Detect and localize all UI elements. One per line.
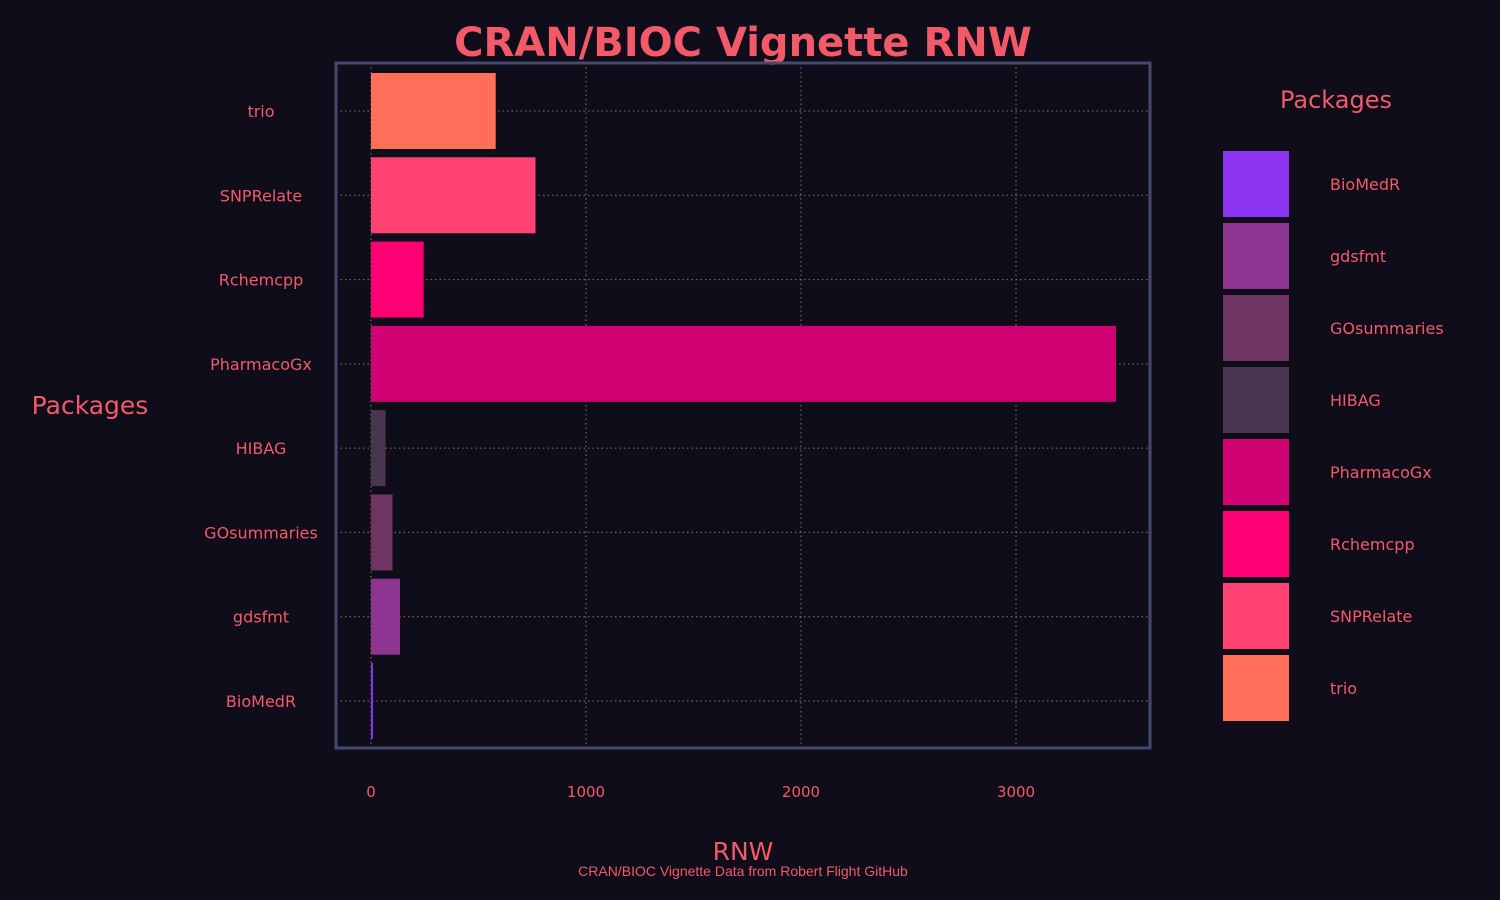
y-tick-label: trio [247,102,274,121]
y-tick-label: SNPRelate [220,186,302,205]
y-tick-labels: BioMedR gdsfmt GOsummaries HIBAG PharmacoGx R… [204,102,318,711]
bar-gosummaries [371,494,393,571]
legend-swatch [1223,655,1289,721]
legend-title: Packages [1280,86,1392,114]
x-axis-title: RNW [713,837,774,866]
legend-label: trio [1330,679,1357,698]
x-tick-label: 1000 [567,783,605,801]
legend-label: GOsummaries [1330,319,1444,338]
legend-swatch [1223,295,1289,361]
bar-rchemcpp [371,241,424,318]
y-axis-title: Packages [32,391,149,420]
x-tick-labels: 0 1000 2000 3000 [366,783,1035,801]
legend: BioMedR gdsfmt GOsummaries HIBAG PharmacoGx R… [1223,151,1444,721]
x-tick-label: 3000 [997,783,1035,801]
y-tick-label: Rchemcpp [219,271,304,290]
legend-label: gdsfmt [1330,247,1386,266]
legend-label: SNPRelate [1330,607,1412,626]
legend-swatch [1223,223,1289,289]
legend-swatch [1223,151,1289,217]
legend-swatch [1223,367,1289,433]
x-tick-label: 0 [366,783,376,801]
y-tick-label: GOsummaries [204,523,318,542]
legend-label: BioMedR [1330,175,1400,194]
legend-swatch [1223,511,1289,577]
bars [371,73,1116,739]
y-tick-label: HIBAG [236,439,287,458]
plot-panel-border [334,61,1152,750]
chart-title: CRAN/BIOC Vignette RNW [454,20,1032,66]
bar-hibag [371,410,386,487]
y-tick-label: gdsfmt [233,608,289,627]
x-tick-label: 2000 [782,783,820,801]
bar-pharmacogx [371,325,1116,402]
bar-gdsfmt [371,578,401,655]
bar-biomedr [371,663,373,739]
chart-caption: CRAN/BIOC Vignette Data from Robert Flig… [578,863,908,879]
legend-label: PharmacoGx [1330,463,1432,482]
legend-label: HIBAG [1330,391,1381,410]
legend-label: Rchemcpp [1330,535,1415,554]
bar-trio [371,73,496,149]
legend-swatch [1223,439,1289,505]
bar-snprelate [371,157,536,234]
y-tick-label: PharmacoGx [210,355,312,374]
legend-swatch [1223,583,1289,649]
y-tick-label: BioMedR [226,692,296,711]
